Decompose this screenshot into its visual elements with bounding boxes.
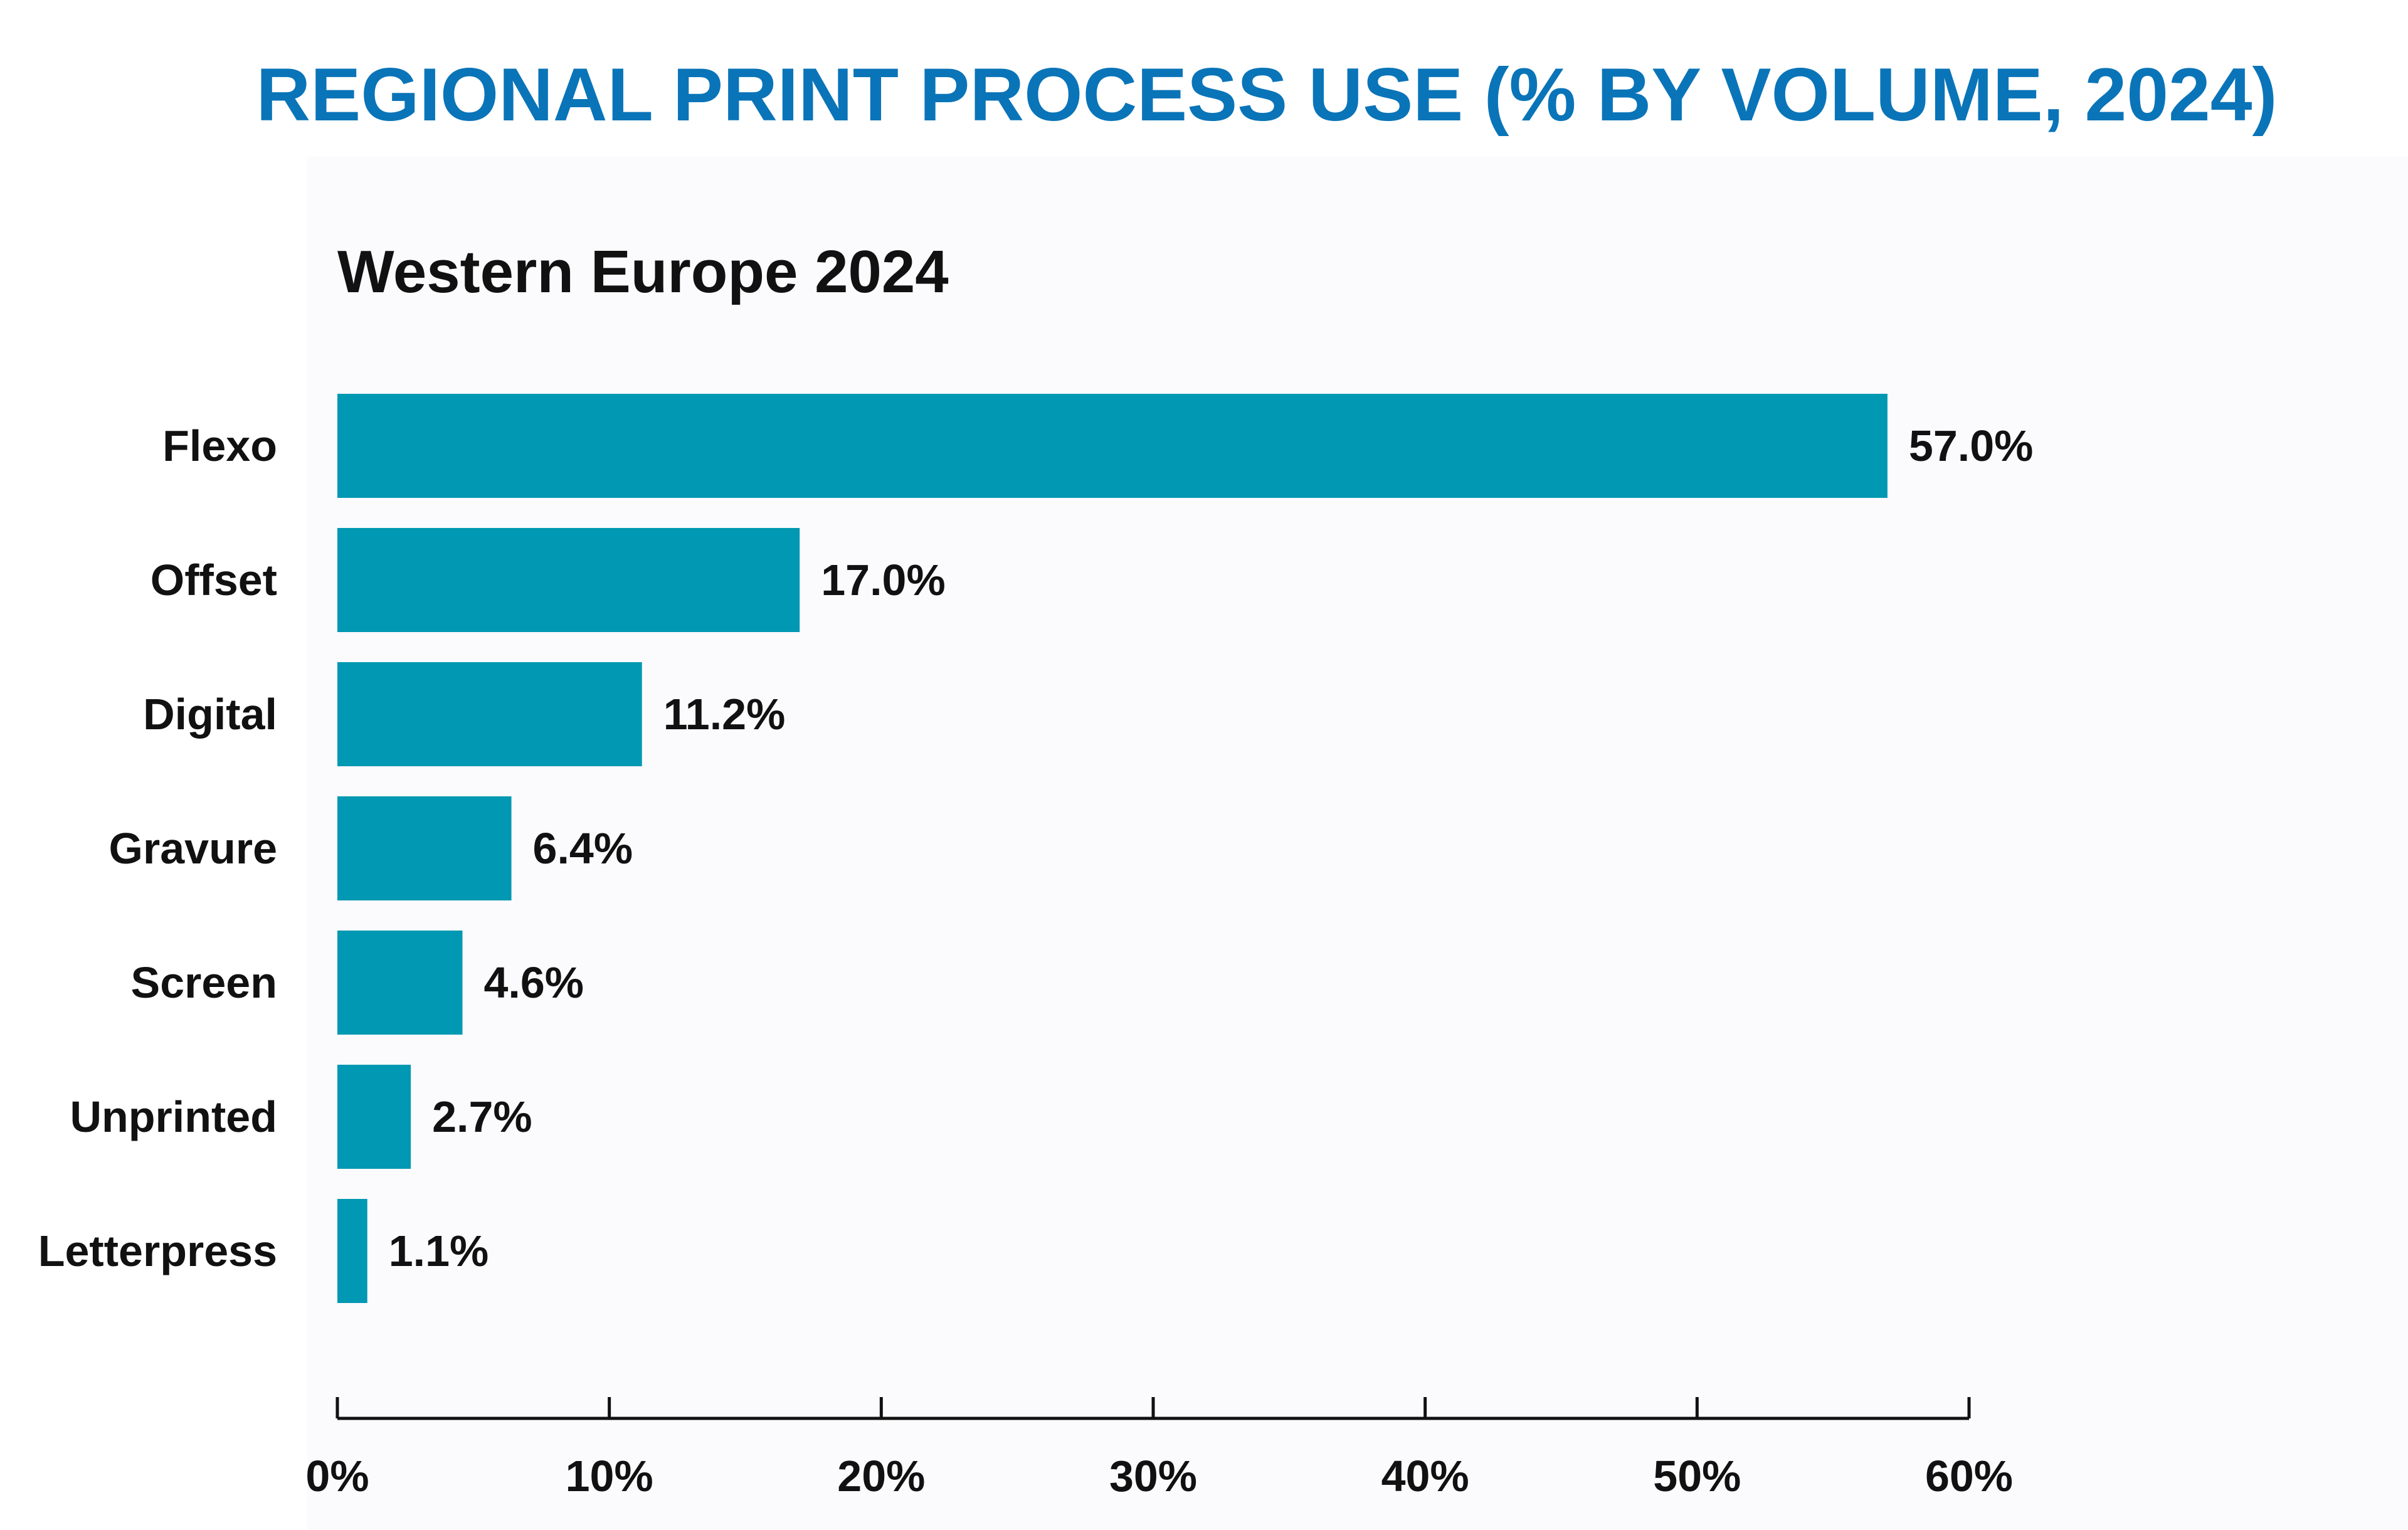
chart-panel-background [307, 157, 2408, 1530]
value-label-gravure: 6.4% [533, 824, 633, 873]
bar-offset [337, 528, 800, 632]
x-tick-label: 30% [1109, 1452, 1197, 1501]
value-label-letterpress: 1.1% [389, 1227, 489, 1275]
panel-title: Western Europe 2024 [337, 238, 949, 305]
x-tick-label: 10% [566, 1452, 653, 1501]
category-label-offset: Offset [150, 556, 277, 604]
chart-title: REGIONAL PRINT PROCESS USE (% BY VOLUME,… [256, 53, 2278, 137]
x-tick-label: 50% [1653, 1452, 1741, 1501]
x-tick-label: 40% [1381, 1452, 1469, 1501]
x-axis: 0% 10% 20% 30% 40% 50% 60% [305, 1397, 2013, 1501]
value-label-unprinted: 2.7% [432, 1092, 532, 1141]
bar-letterpress [337, 1199, 367, 1303]
bar-flexo [337, 394, 1888, 498]
bar-screen [337, 931, 463, 1035]
value-label-screen: 4.6% [483, 958, 584, 1007]
value-label-offset: 17.0% [821, 556, 945, 604]
category-label-screen: Screen [131, 958, 277, 1007]
value-label-flexo: 57.0% [1909, 421, 2033, 470]
category-label-flexo: Flexo [162, 421, 277, 470]
x-tick-label: 20% [837, 1452, 925, 1501]
category-label-unprinted: Unprinted [70, 1092, 277, 1141]
bar-digital [337, 662, 642, 766]
category-label-digital: Digital [143, 690, 277, 739]
bars-group: Flexo 57.0% Offset 17.0% Digital 11.2% Gravure… [38, 394, 2033, 1303]
bar-gravure [337, 796, 512, 900]
category-label-letterpress: Letterpress [38, 1227, 277, 1275]
x-tick-label: 0% [305, 1452, 369, 1501]
bar-unprinted [337, 1065, 411, 1169]
x-tick-label: 60% [1925, 1452, 2013, 1501]
value-label-digital: 11.2% [663, 690, 786, 739]
category-label-gravure: Gravure [109, 824, 277, 873]
